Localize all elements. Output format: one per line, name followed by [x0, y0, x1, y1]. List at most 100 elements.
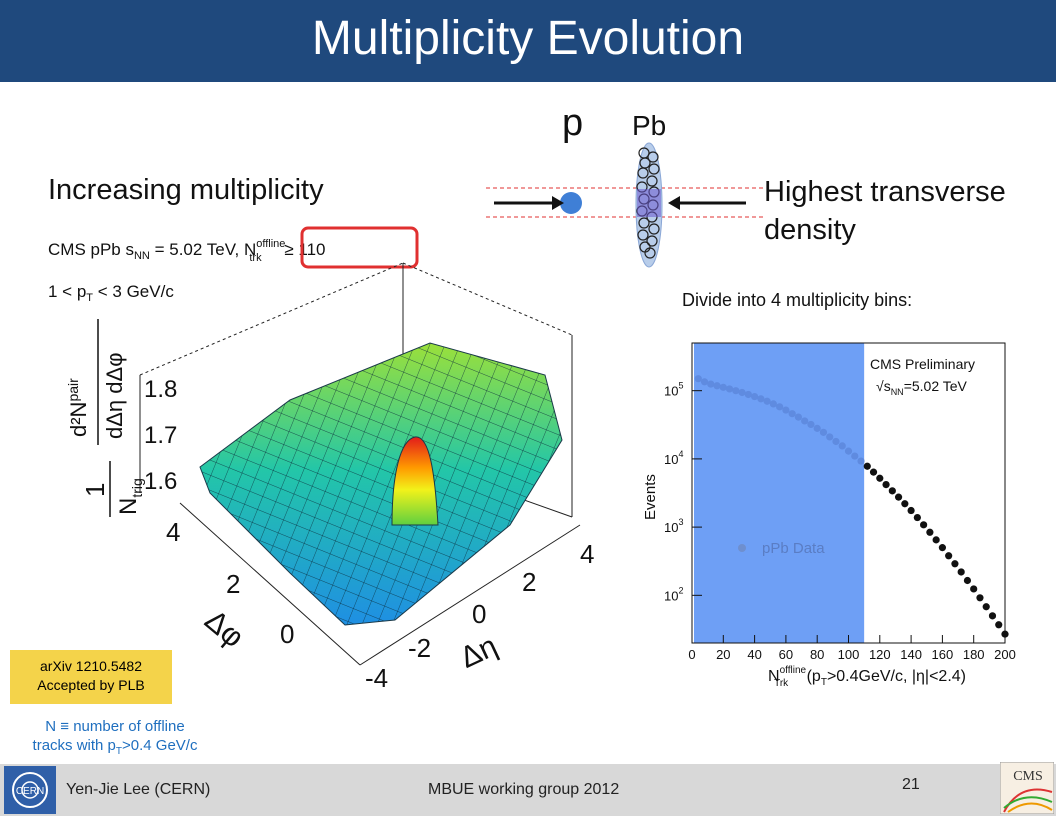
page-number: 21 [902, 776, 920, 793]
data-point [763, 397, 771, 405]
phi-tick-2: 2 [226, 569, 240, 599]
data-point [813, 424, 821, 432]
data-point [963, 576, 972, 585]
data-point [819, 428, 828, 436]
data-point [744, 390, 752, 399]
data-point [926, 528, 934, 536]
phi-tick-0: 0 [280, 619, 294, 649]
data-point [894, 493, 903, 501]
chart-title: CMS Preliminary [870, 356, 975, 372]
multiplicity-highlight-box [300, 226, 419, 269]
data-point [945, 552, 953, 560]
title-bar [0, 0, 1056, 82]
data-point [988, 612, 997, 620]
y-tick-label: 103 [664, 517, 683, 535]
phi-tick-4: 4 [166, 517, 180, 547]
x-tick-label: 180 [963, 647, 985, 662]
data-point [970, 585, 978, 593]
x-tick-label: 200 [994, 647, 1016, 662]
data-point [769, 400, 777, 408]
data-point [832, 437, 840, 446]
x-tick-label: 0 [688, 647, 695, 662]
collision-diagram: p Pb [486, 102, 766, 268]
data-point [844, 447, 853, 455]
data-point [807, 420, 815, 429]
svg-text:Ntrig: Ntrig [115, 478, 145, 515]
x-tick-label: 20 [716, 647, 730, 662]
z-tick-1-8: 1.8 [144, 376, 177, 403]
data-point [951, 560, 959, 568]
footer-group: MBUE working group 2012 [428, 781, 620, 798]
data-point [782, 406, 790, 414]
data-point [694, 375, 702, 383]
data-point [913, 513, 921, 522]
arxiv-id[interactable]: arXiv 1210.5482 [40, 658, 142, 674]
cms-logo: CMS [1000, 762, 1054, 814]
arxiv-status: Accepted by PLB [37, 677, 145, 693]
proton-sphere [560, 192, 582, 214]
data-point [719, 383, 727, 391]
svg-text:CMS: CMS [1013, 769, 1043, 784]
cern-logo: CERN [4, 766, 56, 814]
data-point [713, 382, 721, 390]
eta-tick-4: 4 [580, 539, 594, 569]
multiplicity-distribution-chart: 0 20 40 60 80 100 120 140 160 180 200 102 103 104 105… [642, 342, 1016, 689]
data-point [732, 387, 740, 395]
proton-label: p [562, 102, 583, 144]
transverse-density-heading-line2: density [764, 214, 856, 246]
x-tick-label: 100 [838, 647, 860, 662]
divide-bins-text: Divide into 4 multiplicity bins: [682, 290, 913, 310]
y-axis-label: Events [642, 474, 659, 520]
eta-axis [359, 524, 581, 666]
data-point [751, 392, 759, 401]
surface-grid-lines [200, 343, 562, 625]
multiplicity-range-shade [694, 343, 865, 643]
y-tick-label: 102 [664, 585, 683, 603]
z-axis-label: 1 Ntrig d²Npair dΔη dΔφ [65, 319, 145, 517]
near-side-peak [391, 436, 439, 526]
lead-label: Pb [632, 110, 666, 141]
data-point [738, 388, 746, 397]
data-point [794, 413, 803, 421]
data-point [957, 568, 965, 576]
data-point [788, 410, 796, 418]
eta-axis-label: Δη [455, 629, 502, 674]
data-point [995, 621, 1003, 629]
x-tick-label: 80 [810, 647, 824, 662]
data-point [938, 544, 946, 552]
eta-tick-2: 2 [522, 567, 536, 597]
x-tick-label: 40 [747, 647, 761, 662]
z-tick-1-6: 1.6 [144, 468, 177, 495]
x-tick-label: 120 [869, 647, 891, 662]
plot-label-line1: CMS pPb sNN = 5.02 TeV, Noffline trk ≥ 11… [48, 238, 326, 264]
plot-label-line2: 1 < pT < 3 GeV/c [48, 282, 174, 304]
data-point [776, 403, 784, 411]
legend-label: pPb Data [762, 540, 825, 557]
legend-marker [738, 544, 746, 552]
chart-subtitle: √sNN=5.02 TeV [876, 378, 968, 397]
data-point [901, 500, 909, 508]
data-point [876, 474, 884, 482]
svg-text:1: 1 [80, 483, 110, 497]
data-point [920, 521, 928, 529]
data-point [857, 457, 865, 465]
data-point [1001, 630, 1009, 638]
data-point [869, 468, 878, 476]
footer-bar [0, 764, 1056, 816]
transverse-density-heading-line1: Highest transverse [764, 176, 1006, 208]
data-point [976, 594, 984, 602]
data-point [801, 417, 809, 425]
overlap-region [637, 189, 661, 217]
footer-author: Yen-Jie Lee (CERN) [66, 781, 211, 798]
svg-text:dΔη dΔφ: dΔη dΔφ [102, 353, 127, 439]
phi-axis-label: Δφ [198, 604, 249, 655]
definition-note: N ≡ number of offline tracks with pT>0.4… [32, 718, 198, 757]
data-point [757, 395, 765, 403]
z-tick-1-7: 1.7 [144, 422, 177, 449]
x-tick-label: 140 [900, 647, 922, 662]
increasing-multiplicity-heading: Increasing multiplicity [48, 174, 324, 206]
data-point [982, 603, 990, 611]
eta-tick-0: 0 [472, 599, 486, 629]
data-point [882, 480, 890, 489]
x-tick-label: 160 [932, 647, 954, 662]
